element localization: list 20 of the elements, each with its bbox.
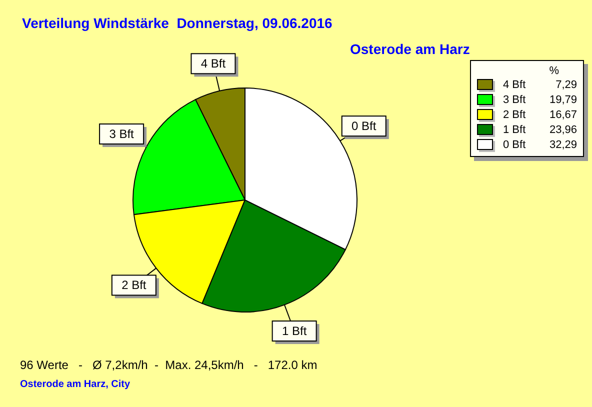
chart-subtitle: Osterode am Harz bbox=[350, 41, 470, 57]
slice-label: 1 Bft bbox=[282, 324, 308, 338]
text: 96 Werte - Ø 7,2km/h - Max. 24,5km/h - 172.0 km bbox=[20, 358, 318, 372]
legend-label: 4 Bft bbox=[503, 78, 527, 90]
text: Osterode am Harz, City bbox=[20, 379, 130, 390]
data-label: 7,29 bbox=[554, 78, 577, 90]
slice-label: 4 Bft bbox=[200, 56, 226, 71]
chart-title: Verteilung Windstärke Donnerstag, 09.06.2016 bbox=[22, 15, 332, 31]
slice-label: 3 Bft bbox=[109, 126, 135, 141]
legend-label: 0 Bft bbox=[503, 138, 527, 150]
slice-label: 0 Bft bbox=[352, 119, 377, 134]
data-label: 19,79 bbox=[548, 94, 577, 106]
legend-label: 2 Bft bbox=[503, 108, 527, 120]
slice-label: 2 Bft bbox=[122, 278, 147, 292]
data-label: 16,67 bbox=[548, 108, 577, 120]
data-label: 32,29 bbox=[548, 138, 577, 150]
legend-label: 3 Bft bbox=[503, 94, 527, 106]
data-label: 23,96 bbox=[548, 124, 577, 136]
legend-label: 1 Bft bbox=[503, 124, 527, 136]
legend-title: % bbox=[548, 65, 560, 77]
